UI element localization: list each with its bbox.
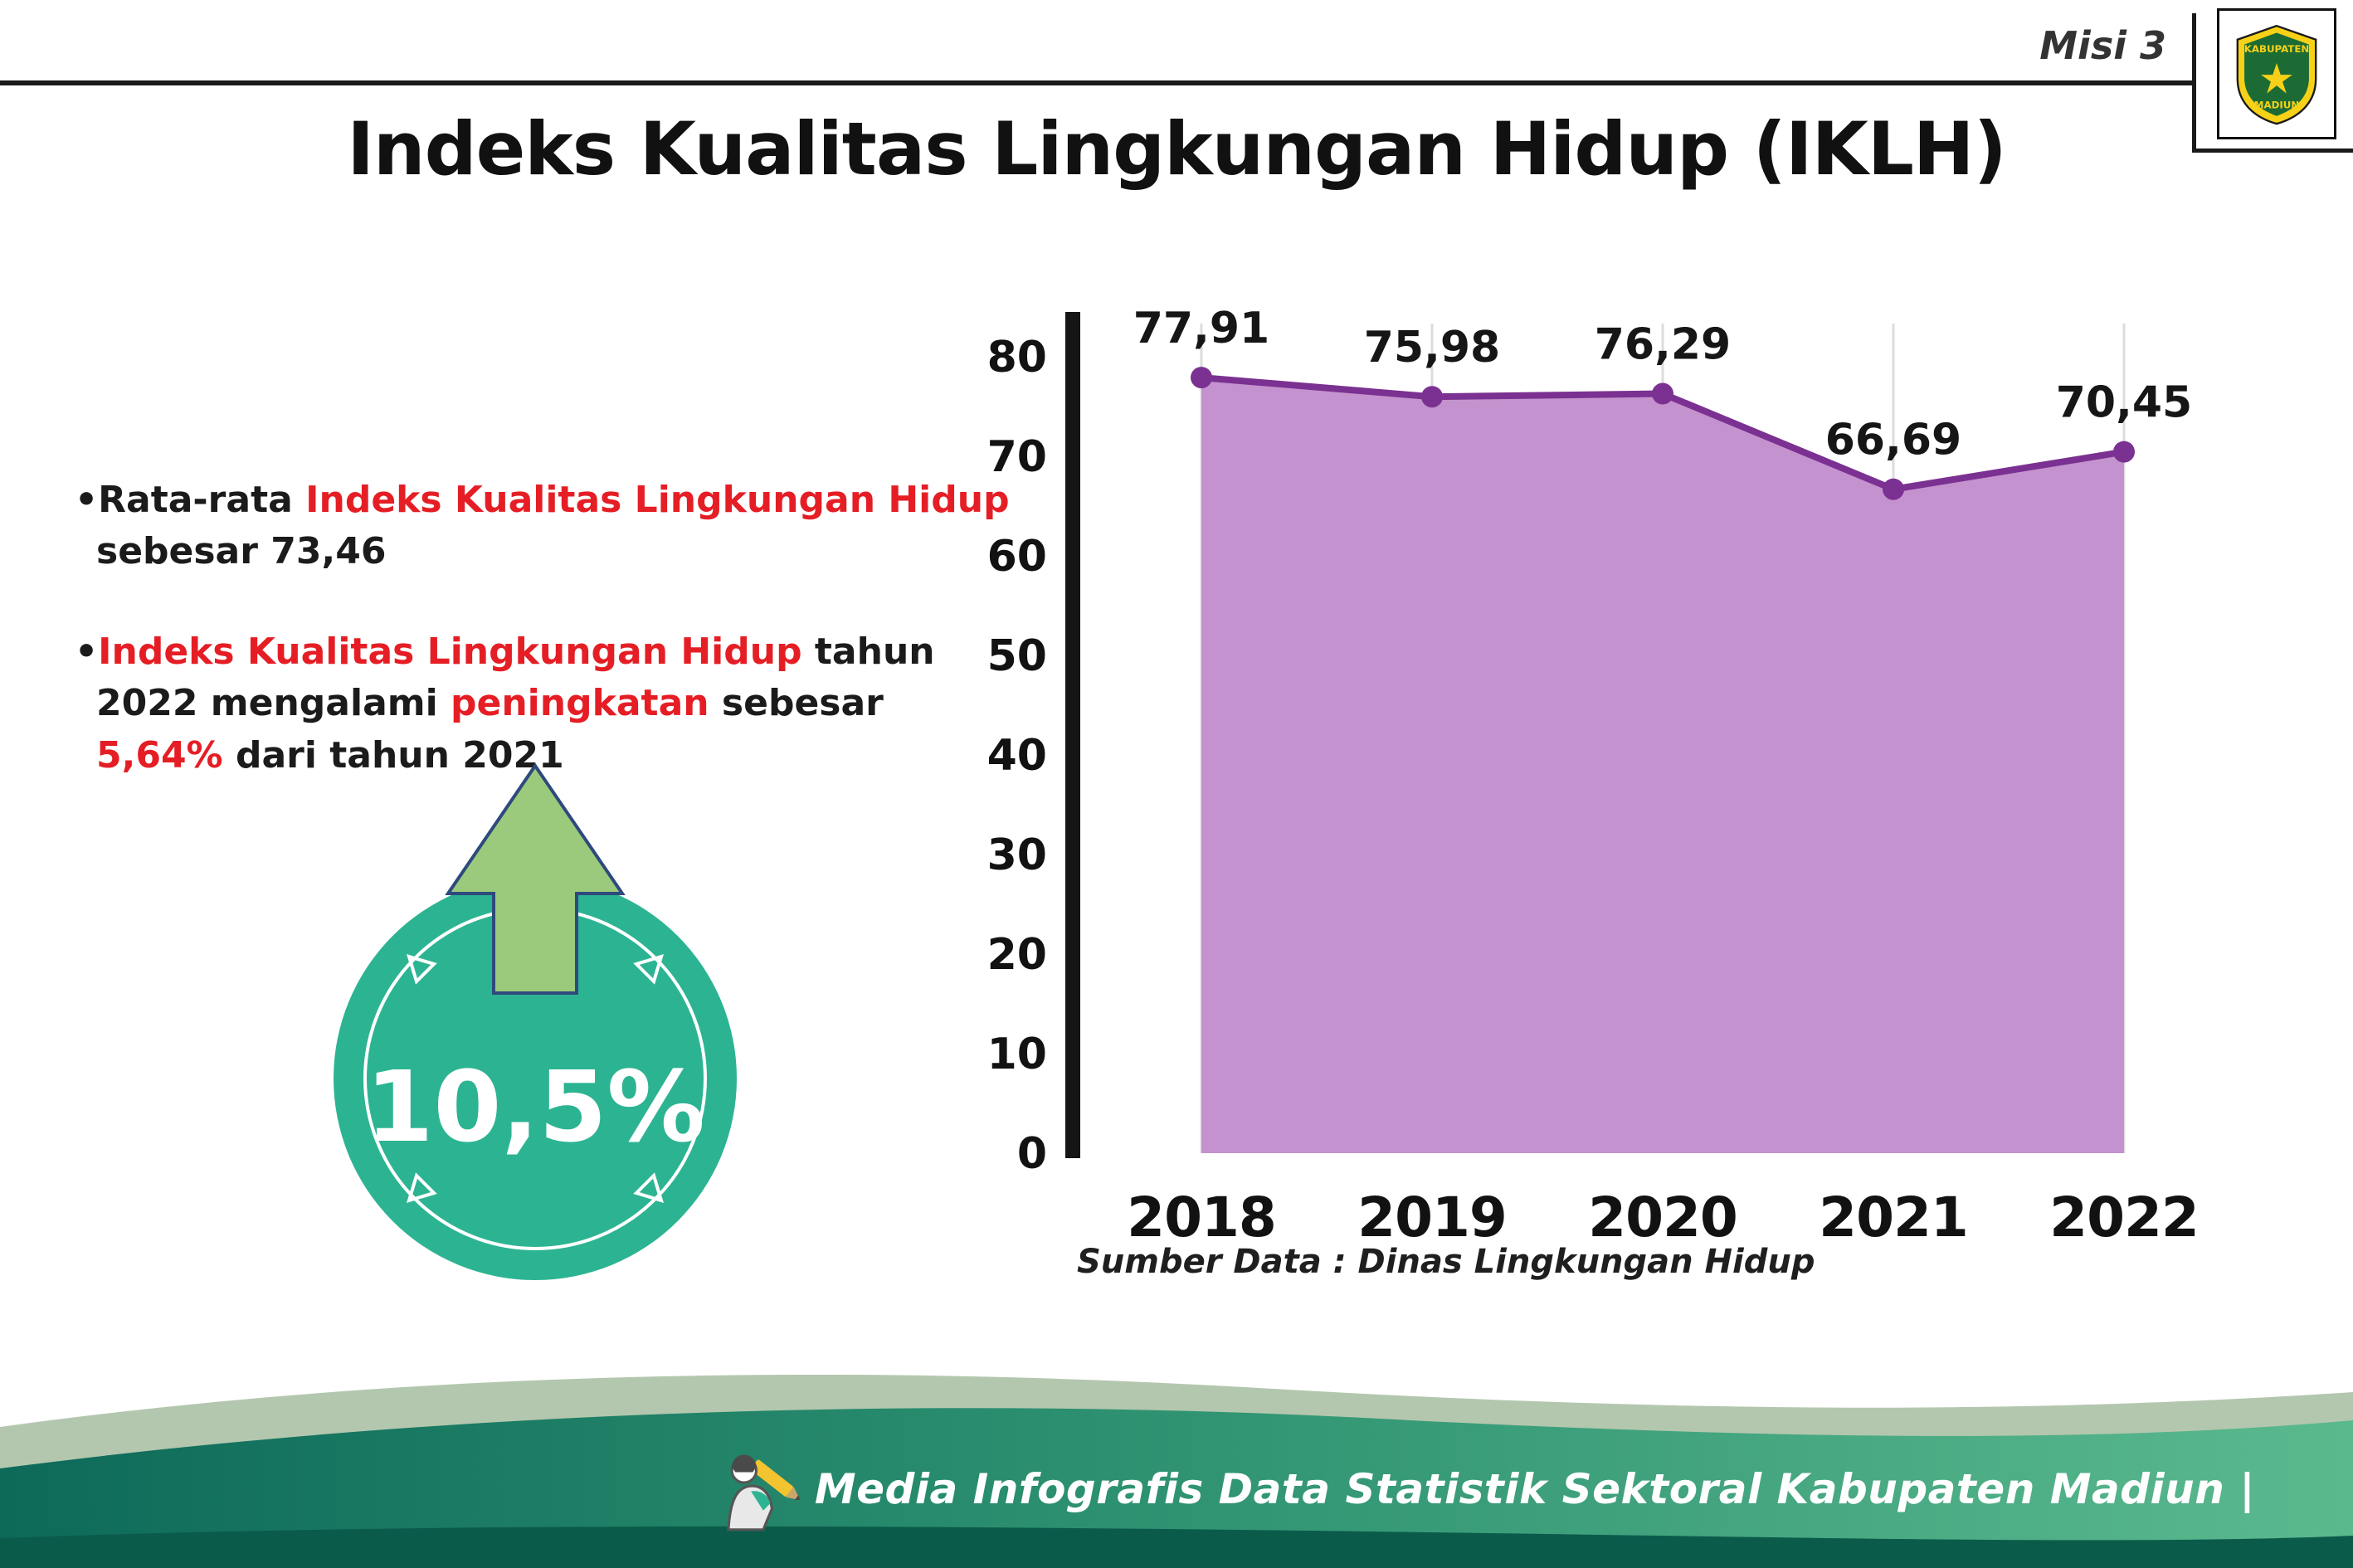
chart-xtick-label: 2018 [1127,1186,1276,1249]
chart-value-label: 76,29 [1595,320,1731,370]
logo-text-top: KABUPATEN [2244,43,2310,55]
star-icon [2261,63,2292,94]
ring-tick-topright [633,954,664,985]
chart-area [1201,377,2124,1153]
header-rule [0,80,2195,85]
chart-point [1421,386,1443,408]
chart-y-axis [1065,312,1080,1158]
chart-ytick-label: 10 [987,1030,1047,1079]
chart-xtick-label: 2020 [1588,1186,1737,1249]
footer-bottom-strip [0,1526,2353,1568]
bullet2-highlight1: Indeks Kualitas Lingkungan Hidup [98,630,802,673]
chart-value-label: 75,98 [1364,323,1500,373]
bullet2-text1: tahun 2022 mengalami [96,630,935,725]
chart-point [1191,367,1212,389]
misi-label: Misi 3 [2039,23,2166,68]
chart-ytick-label: 60 [987,532,1047,582]
bullet2-text2: sebesar [709,682,884,725]
footer-waves [0,1374,2353,1568]
ring-tick-bottomleft [407,1172,437,1203]
bullet-glyph: • [75,630,99,673]
chart-ytick-label: 30 [987,830,1047,880]
bullet-item-average: •Rata-rata Indeks Kualitas Lingkungan Hi… [75,475,1021,578]
chart-ytick-label: 50 [987,631,1047,681]
crest-icon: KABUPATEN MADIUN [2236,24,2317,125]
bullet1-value: sebesar 73,46 [96,530,387,573]
ring-tick-topleft [407,954,437,985]
chart-point [1652,382,1673,405]
footer-content: Media Infografis Data Statistik Sektoral… [713,1444,2255,1535]
chart-ytick-label: 70 [987,432,1047,482]
footer-text: Media Infografis Data Statistik Sektoral… [814,1465,2255,1513]
badge-value: 10,5% [365,1049,704,1164]
chart-value-label: 70,45 [2056,378,2192,428]
bullet1-highlight: Indeks Kualitas Lingkungan Hidup [305,479,1010,521]
increase-badge: 10,5% [319,747,751,1294]
chart-ytick-label: 80 [987,333,1047,382]
bullet-list: •Rata-rata Indeks Kualitas Lingkungan Hi… [75,475,1021,830]
bullet-item-increase: •Indeks Kualitas Lingkungan Hidup tahun … [75,626,1021,782]
chart-value-label: 77,91 [1133,304,1269,353]
kabupaten-madiun-logo: KABUPATEN MADIUN [2217,8,2336,139]
chart-ytick-label: 0 [1017,1129,1047,1179]
bullet-glyph: • [75,479,99,521]
logo-bracket-horizontal [2192,149,2353,153]
arrow-up-icon [445,762,626,995]
chart-ytick-label: 40 [987,731,1047,781]
bullet2-highlight2: peningkatan [451,682,709,725]
chart-xtick-label: 2021 [1819,1186,1968,1249]
bullet2-highlight3: 5,64% [96,733,223,777]
chart-xtick-label: 2019 [1357,1186,1507,1249]
chart-ytick-label: 20 [987,930,1047,980]
iklh-chart: 77,91 2018 75,98 2019 76,29 2020 66,69 2021 70,4… [987,290,2200,1327]
chart-value-label: 66,69 [1825,416,1961,465]
badge-circle [334,877,737,1280]
bullet1-text: Rata-rata [98,479,306,521]
chart-point [1883,478,1904,500]
logo-bracket-vertical [2192,13,2196,153]
logo-text-bottom: MADIUN [2254,99,2299,110]
page-title: Indeks Kualitas Lingkungan Hidup (IKLH) [347,106,2007,192]
bullet2-text3: dari tahun 2021 [222,733,564,777]
mascot-icon [727,1454,800,1531]
ring-tick-bottomright [633,1172,664,1203]
source-note: Sumber Data : Dinas Lingkungan Hidup [1077,1243,1815,1281]
chart-xtick-label: 2022 [2049,1186,2199,1249]
chart-point [2113,441,2135,463]
